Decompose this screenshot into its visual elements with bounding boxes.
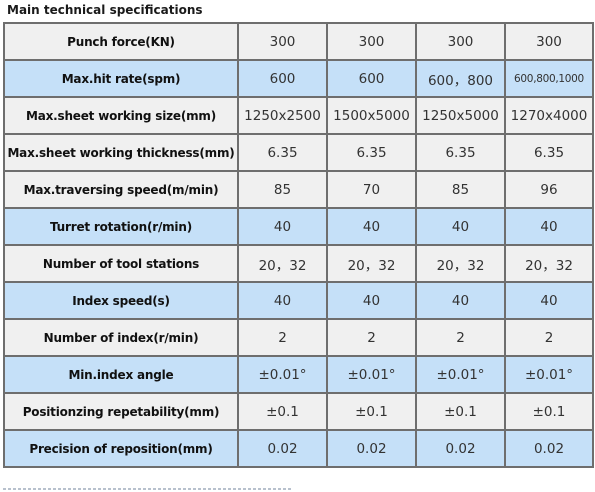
table-row: Max.traversing speed(m/min) 85 70 85 96 <box>5 172 592 207</box>
spec-value-cell: 6.35 <box>417 135 504 170</box>
table-row: Min.index angle ±0.01° ±0.01° ±0.01° ±0.01° <box>5 357 592 392</box>
spec-value-cell: 2 <box>239 320 326 355</box>
spec-value-cell: 1500x5000 <box>328 98 415 133</box>
table-row: Precision of reposition(mm) 0.02 0.02 0.02 0… <box>5 431 592 466</box>
spec-value-cell: ±0.01° <box>239 357 326 392</box>
spec-label-cell: Number of index(r/min) <box>5 320 237 355</box>
spec-value-cell: 40 <box>506 283 592 318</box>
spec-value-cell: 2 <box>506 320 592 355</box>
spec-value-cell: ±0.01° <box>328 357 415 392</box>
spec-value-cell: 20，32 <box>239 246 326 281</box>
spec-value-cell: 300 <box>328 24 415 59</box>
spec-value-cell: ±0.1 <box>328 394 415 429</box>
table-row: Number of index(r/min) 2 2 2 2 <box>5 320 592 355</box>
spec-label-cell: Min.index angle <box>5 357 237 392</box>
table-row: Punch force(KN) 300 300 300 300 <box>5 24 592 59</box>
table-row: Turret rotation(r/min) 40 40 40 40 <box>5 209 592 244</box>
spec-value-cell: 0.02 <box>328 431 415 466</box>
spec-value-cell: 0.02 <box>417 431 504 466</box>
spec-value-cell: 40 <box>239 283 326 318</box>
spec-value-cell: 85 <box>417 172 504 207</box>
spec-value-cell: 2 <box>328 320 415 355</box>
spec-value-cell: 300 <box>417 24 504 59</box>
spec-label-cell: Positionzing repetability(mm) <box>5 394 237 429</box>
spec-value-cell: 2 <box>417 320 504 355</box>
spec-label-cell: Max.traversing speed(m/min) <box>5 172 237 207</box>
spec-label-cell: Turret rotation(r/min) <box>5 209 237 244</box>
specifications-table: Punch force(KN) 300 300 300 300 Max.hit rate(… <box>3 22 594 468</box>
spec-value-cell: ±0.1 <box>417 394 504 429</box>
spec-label-cell: Index speed(s) <box>5 283 237 318</box>
spec-value-cell: 6.35 <box>328 135 415 170</box>
table-row: Max.hit rate(spm) 600 600 600，800 600,800,10… <box>5 61 592 96</box>
spec-value-cell: 300 <box>239 24 326 59</box>
footer-divider <box>3 488 292 490</box>
spec-value-cell: ±0.01° <box>417 357 504 392</box>
table-row: Index speed(s) 40 40 40 40 <box>5 283 592 318</box>
specifications-table-body: Punch force(KN) 300 300 300 300 Max.hit rate(… <box>5 24 592 466</box>
spec-value-cell: 96 <box>506 172 592 207</box>
spec-value-cell: 300 <box>506 24 592 59</box>
spec-label-cell: Punch force(KN) <box>5 24 237 59</box>
spec-label-cell: Number of tool stations <box>5 246 237 281</box>
spec-value-cell: ±0.01° <box>506 357 592 392</box>
spec-value-cell: 0.02 <box>239 431 326 466</box>
spec-value-cell: 600，800 <box>417 61 504 96</box>
spec-value-cell: 6.35 <box>506 135 592 170</box>
spec-value-cell: 600 <box>239 61 326 96</box>
table-row: Positionzing repetability(mm) ±0.1 ±0.1 ±0.… <box>5 394 592 429</box>
spec-label-cell: Precision of reposition(mm) <box>5 431 237 466</box>
spec-value-cell: 6.35 <box>239 135 326 170</box>
spec-value-cell: 1250x5000 <box>417 98 504 133</box>
spec-label-cell: Max.hit rate(spm) <box>5 61 237 96</box>
spec-value-cell: 85 <box>239 172 326 207</box>
spec-value-cell: 600,800,1000 <box>506 61 592 96</box>
spec-value-cell: 1270x4000 <box>506 98 592 133</box>
spec-value-cell: 40 <box>506 209 592 244</box>
spec-value-cell: 40 <box>239 209 326 244</box>
spec-value-cell: 20，32 <box>506 246 592 281</box>
spec-value-cell: 70 <box>328 172 415 207</box>
spec-value-cell: 600 <box>328 61 415 96</box>
spec-value-cell: 40 <box>328 209 415 244</box>
spec-value-cell: ±0.1 <box>239 394 326 429</box>
spec-value-cell: 1250x2500 <box>239 98 326 133</box>
spec-value-cell: 20，32 <box>417 246 504 281</box>
spec-value-cell: 0.02 <box>506 431 592 466</box>
spec-label-cell: Max.sheet working size(mm) <box>5 98 237 133</box>
table-row: Max.sheet working size(mm) 1250x2500 1500x… <box>5 98 592 133</box>
table-row: Max.sheet working thickness(mm) 6.35 6.35 6… <box>5 135 592 170</box>
spec-value-cell: 40 <box>417 283 504 318</box>
spec-label-cell: Max.sheet working thickness(mm) <box>5 135 237 170</box>
spec-value-cell: 40 <box>417 209 504 244</box>
spec-value-cell: ±0.1 <box>506 394 592 429</box>
table-row: Number of tool stations 20，32 20，32 20，32 20… <box>5 246 592 281</box>
page-title: Main technical specifications <box>7 3 203 17</box>
spec-value-cell: 40 <box>328 283 415 318</box>
spec-value-cell: 20，32 <box>328 246 415 281</box>
